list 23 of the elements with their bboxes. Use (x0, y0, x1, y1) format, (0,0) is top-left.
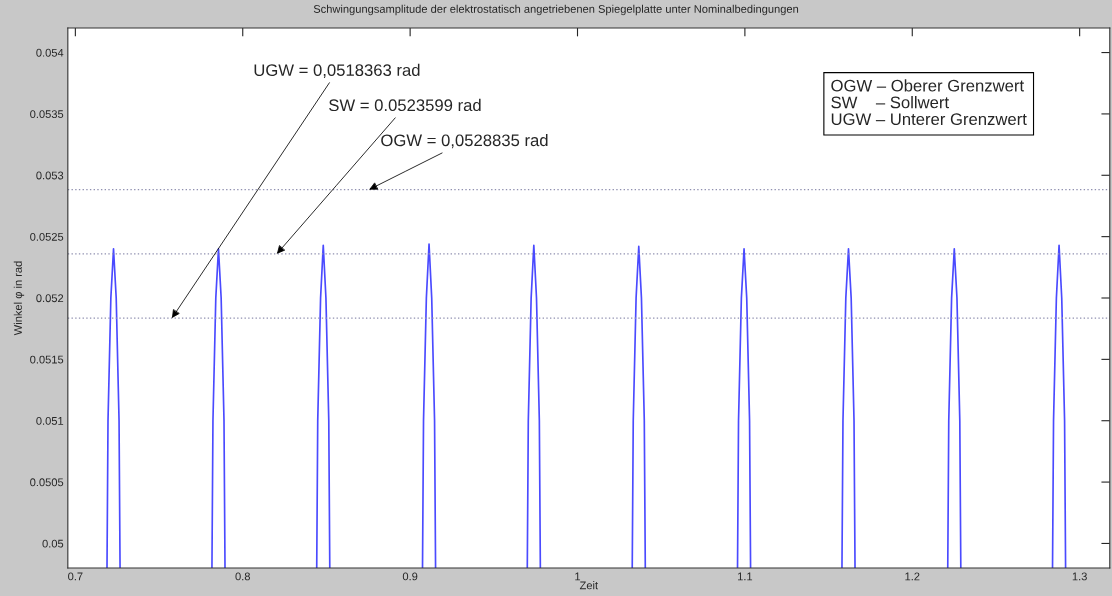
y-tick-label: 0.05 (42, 539, 64, 548)
y-tick-label: 0.0535 (30, 110, 64, 119)
y-tick-label: 0.0515 (30, 355, 64, 364)
chart-title: Schwingungsamplitude der elektrostatisch angetriebenen Spiegelplatte unter Nominalbedingungen (313, 4, 799, 16)
x-tick-label: 0.8 (235, 572, 250, 581)
x-tick-label: 1.3 (1072, 572, 1087, 581)
x-tick-label: 1.2 (905, 572, 920, 581)
annotation: SW = 0.0523599 rad (329, 98, 481, 112)
y-tick-label: 0.054 (36, 48, 64, 57)
x-axis-title: Zeit (579, 581, 598, 590)
y-tick-label: 0.0525 (30, 232, 64, 241)
y-axis-title: Winkel φ in rad (13, 261, 25, 336)
y-tick-label: 0.0505 (30, 478, 64, 487)
annotation: OGW – Oberer Grenzwert SW – Sollwert UGW – Unterer Grenzwert (831, 79, 1027, 126)
annotation: OGW = 0,0528835 rad (381, 133, 548, 149)
x-tick-label: 1.1 (738, 572, 753, 581)
y-tick-label: 0.052 (36, 294, 64, 303)
x-tick-label: 0.7 (68, 572, 83, 581)
y-tick-label: 0.053 (36, 171, 64, 180)
annotation: UGW = 0,0518363 rad (254, 63, 420, 78)
y-tick-label: 0.051 (36, 416, 64, 425)
x-tick-label: 0.9 (402, 572, 418, 581)
x-tick-label: 1 (575, 572, 581, 581)
